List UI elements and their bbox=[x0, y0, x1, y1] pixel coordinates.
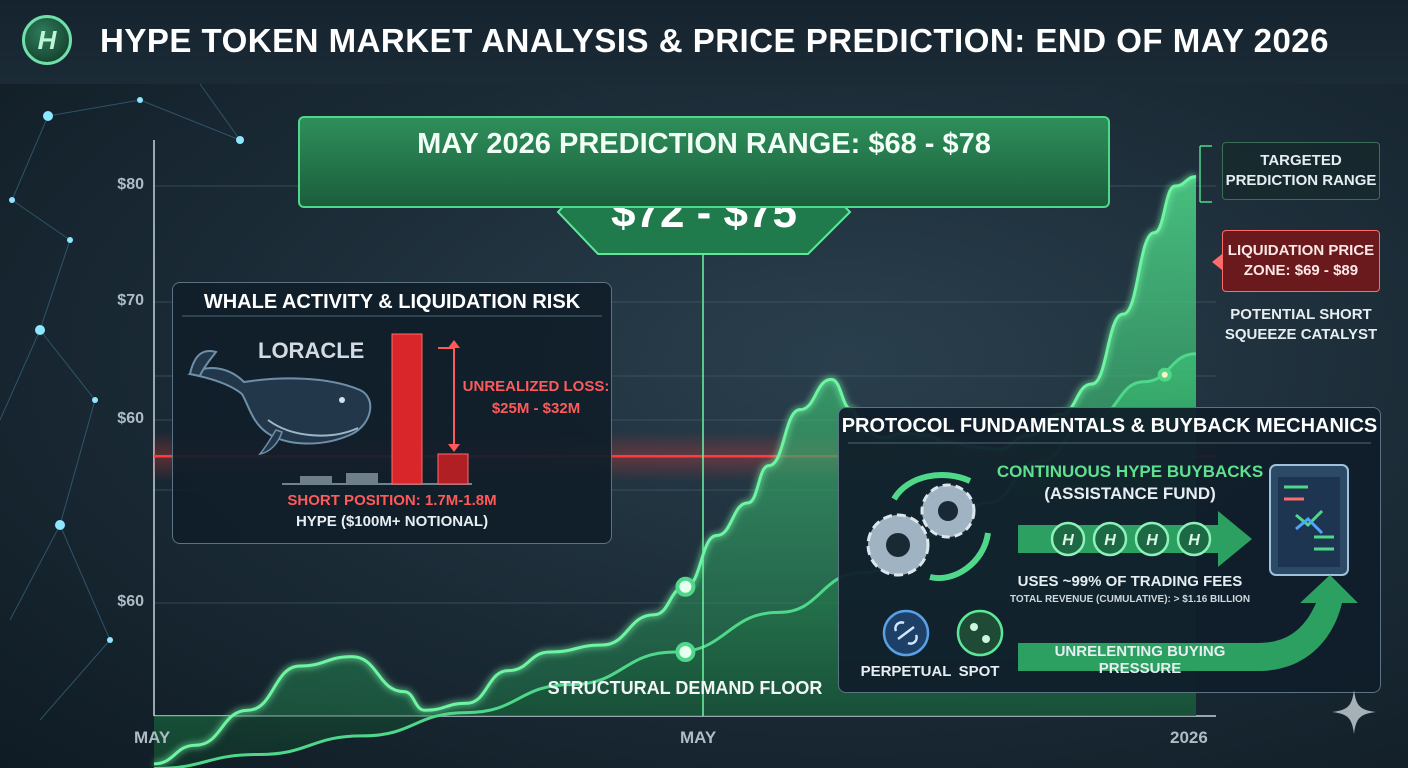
svg-text:H: H bbox=[1146, 532, 1158, 549]
whale-name: LORACLE bbox=[258, 338, 365, 363]
x-tick-label: MAY bbox=[680, 728, 717, 747]
page-title: HYPE TOKEN MARKET ANALYSIS & PRICE PREDI… bbox=[100, 22, 1330, 59]
hype-coin-icons: H H H H bbox=[1050, 521, 1212, 557]
spot-icon bbox=[956, 609, 1004, 657]
sparkle-icon bbox=[1332, 690, 1376, 734]
header-bar bbox=[0, 0, 1408, 85]
highlight-points bbox=[675, 367, 1172, 662]
network-decoration bbox=[0, 83, 241, 721]
exchange-screen-icon bbox=[1269, 464, 1349, 576]
targeted-range-label: TARGETED PREDICTION RANGE bbox=[1222, 142, 1380, 200]
spot-label: SPOT bbox=[958, 663, 1000, 680]
buying-pressure-arrow bbox=[1018, 575, 1358, 671]
trading-fees-label: USES ~99% OF TRADING FEES bbox=[1017, 573, 1243, 590]
x-tick-label: 2026 bbox=[1170, 728, 1208, 747]
whale-icon bbox=[187, 350, 372, 456]
protocol-graphic: H H H H bbox=[848, 442, 1371, 671]
perpetual-label: PERPETUAL bbox=[860, 663, 952, 680]
whale-panel-title: WHALE ACTIVITY & LIQUIDATION RISK bbox=[203, 291, 581, 313]
prediction-range-box bbox=[298, 116, 1110, 208]
loss-bar bbox=[437, 453, 469, 485]
y-tick-label: $60 bbox=[117, 593, 144, 610]
short-position-bar bbox=[391, 333, 423, 485]
short-position-label: SHORT POSITION: 1.7M-1.8M bbox=[287, 492, 497, 509]
highlight-point bbox=[1157, 367, 1172, 382]
y-tick-label: $70 bbox=[117, 292, 144, 309]
y-tick-label: $60 bbox=[117, 410, 144, 427]
assistance-fund-label: (ASSISTANCE FUND) bbox=[1044, 484, 1216, 503]
buyback-label: CONTINUOUS HYPE BUYBACKS bbox=[996, 462, 1264, 481]
liquidation-zone-label: LIQUIDATION PRICE ZONE: $69 - $89 bbox=[1222, 230, 1380, 292]
liquidation-pointer bbox=[1212, 254, 1222, 270]
buying-pressure-label: UNRELENTING BUYING PRESSURE bbox=[1054, 643, 1226, 677]
small-bar-1 bbox=[300, 476, 332, 484]
short-squeeze-label: POTENTIAL SHORT SQUEEZE CATALYST bbox=[1224, 306, 1378, 343]
network-nodes bbox=[9, 97, 244, 643]
svg-text:H: H bbox=[1188, 532, 1200, 549]
protocol-panel-title: PROTOCOL FUNDAMENTALS & BUYBACK MECHANIC… bbox=[841, 415, 1378, 437]
prediction-range-label: MAY 2026 PREDICTION RANGE: $68 - $78 bbox=[417, 128, 991, 160]
small-bar-2 bbox=[346, 473, 378, 484]
gears-icon bbox=[866, 472, 991, 582]
x-tick-label: MAY bbox=[134, 728, 171, 747]
y-tick-label: $80 bbox=[117, 176, 144, 193]
highlight-point bbox=[675, 642, 696, 662]
whale-graphic bbox=[182, 315, 602, 485]
unrealized-loss-label: UNREALIZED LOSS: $25M - $32M bbox=[462, 378, 610, 417]
hype-logo-icon: H bbox=[22, 15, 72, 65]
svg-text:H: H bbox=[1062, 532, 1074, 549]
notional-label: HYPE ($100M+ NOTIONAL) bbox=[295, 513, 489, 530]
demand-floor-label: STRUCTURAL DEMAND FLOOR bbox=[547, 678, 823, 698]
svg-text:H: H bbox=[1104, 532, 1116, 549]
highlight-point bbox=[675, 576, 696, 597]
total-revenue-label: TOTAL REVENUE (CUMULATIVE): > $1.16 BILL… bbox=[1009, 594, 1251, 605]
